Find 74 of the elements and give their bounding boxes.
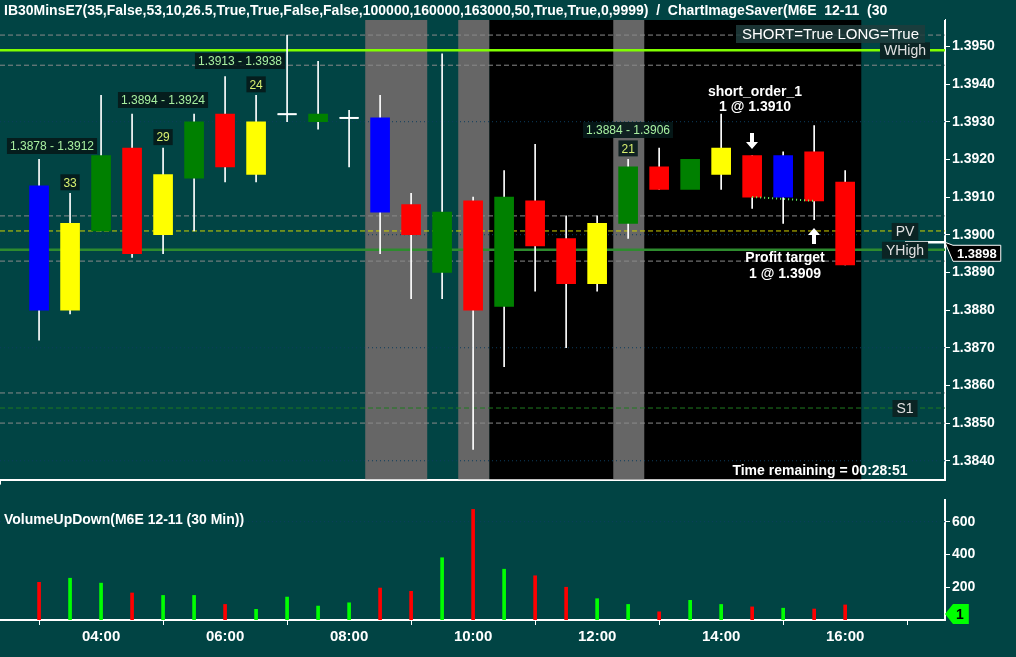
y-tick-label: 1.3920 xyxy=(952,150,996,167)
y-tick-label: 400 xyxy=(952,545,976,562)
candlestick xyxy=(680,159,700,190)
annotation: 24 xyxy=(249,77,264,92)
bar xyxy=(254,609,258,620)
bar xyxy=(657,611,661,620)
bar xyxy=(719,604,723,620)
y-tick-label: 1.3850 xyxy=(952,413,996,430)
bar xyxy=(781,607,785,620)
bar xyxy=(285,596,289,620)
bar xyxy=(192,595,196,620)
text: 1 xyxy=(956,605,964,622)
x-tick-label: 14:00 xyxy=(701,627,741,645)
x-tick-label: 10:00 xyxy=(453,627,493,645)
candlestick xyxy=(308,61,328,130)
annotation: 33 xyxy=(63,175,78,190)
bar xyxy=(688,600,692,620)
bar xyxy=(595,598,599,620)
x-tick-label: 04:00 xyxy=(81,627,121,645)
annotation: 29 xyxy=(156,130,171,145)
annotation: 1.3913 - 1.3938 xyxy=(197,54,283,69)
bar xyxy=(130,592,134,620)
annotation: 1 @ 1.3910 xyxy=(718,97,792,114)
annotation: Profit target xyxy=(745,248,825,265)
bar xyxy=(223,604,227,620)
y-tick-label: 600 xyxy=(952,512,976,529)
annotation: 21 xyxy=(621,141,636,156)
bar xyxy=(626,604,630,620)
bar xyxy=(409,591,413,620)
candlestick xyxy=(432,53,452,300)
annotation: 1 @ 1.3909 xyxy=(748,264,822,281)
bar xyxy=(812,608,816,620)
bar xyxy=(316,605,320,620)
x-tick-label: 08:00 xyxy=(329,627,369,645)
bar xyxy=(99,582,103,620)
annotation: short_order_1 xyxy=(707,82,803,99)
annotation: 1.3884 - 1.3906 xyxy=(585,123,671,138)
bar xyxy=(471,509,475,620)
y-tick-label: 1.3870 xyxy=(952,338,996,355)
bar xyxy=(347,602,351,620)
x-tick-label: 06:00 xyxy=(205,627,245,645)
bar xyxy=(533,575,537,620)
ref-line-label: PV xyxy=(895,222,915,239)
annotation: SHORT=True LONG=True xyxy=(742,25,919,43)
bar xyxy=(440,557,444,620)
y-tick-label: 1.3900 xyxy=(952,225,996,242)
bar xyxy=(378,587,382,620)
annotation: 1.3894 - 1.3924 xyxy=(120,93,206,108)
y-tick-label: 1.3860 xyxy=(952,376,996,393)
bar xyxy=(68,577,72,620)
ref-line-label: 1.3898 xyxy=(957,245,997,261)
bar xyxy=(564,586,568,620)
y-tick-label: 1.3930 xyxy=(952,112,996,129)
chart-title: IB30MinsE7(35,False,53,10,26.5,True,True,False,False,100000,160000,163000,50,True,True,0,9999) / ChartImageSaver(M6E 12-11 (30 xyxy=(4,1,888,18)
bar xyxy=(37,581,41,620)
x-tick-label: 16:00 xyxy=(825,627,865,645)
y-tick-label: 200 xyxy=(952,578,976,595)
y-tick-label: 1.3890 xyxy=(952,263,996,280)
bar xyxy=(843,604,847,620)
text: VolumeUpDown(M6E 12-11 (30 Min)) xyxy=(4,511,245,528)
bar xyxy=(750,606,754,620)
bar xyxy=(161,595,165,620)
ref-line-label: WHigh xyxy=(883,42,927,58)
y-tick-label: 1.3880 xyxy=(952,300,996,317)
ref-line-label: YHigh xyxy=(885,241,925,258)
annotation: Time remaining = 00:28:51 xyxy=(732,461,908,478)
ref-line-label: S1 xyxy=(896,399,914,416)
y-tick-label: 1.3840 xyxy=(952,451,996,468)
x-tick-label: 12:00 xyxy=(577,627,617,645)
y-tick-label: 1.3910 xyxy=(952,187,996,204)
bar xyxy=(502,568,506,620)
annotation: 1.3878 - 1.3912 xyxy=(9,139,95,154)
y-tick-label: 1.3940 xyxy=(952,74,996,91)
y-tick-label: 1.3950 xyxy=(952,37,996,54)
